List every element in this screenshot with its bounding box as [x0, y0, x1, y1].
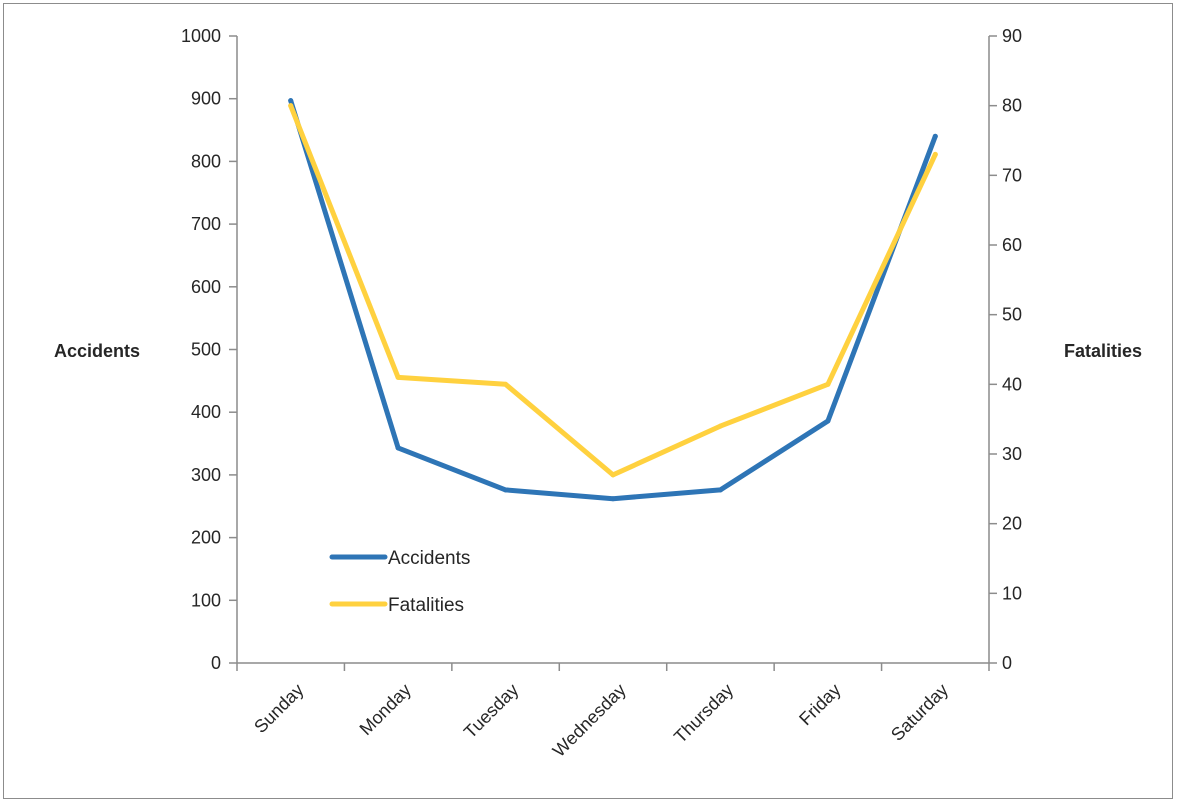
- legend: Accidents Fatalities: [329, 548, 470, 616]
- y-left-tick-label: 500: [191, 340, 221, 360]
- y-left-axis-title: Accidents: [54, 341, 140, 361]
- x-tick-label: Monday: [356, 680, 415, 739]
- data-point-fatalities: [932, 151, 938, 157]
- series-line-accidents: [288, 98, 938, 502]
- y-left-tick-label: 800: [191, 151, 221, 171]
- y-right-tick-label: 80: [1002, 96, 1022, 116]
- y-right-tick-label: 90: [1002, 26, 1022, 46]
- y-right-tick-label: 20: [1002, 514, 1022, 534]
- series-lines: [288, 98, 938, 502]
- data-point-accidents: [610, 496, 616, 502]
- y-left-tick-label: 100: [191, 590, 221, 610]
- data-point-fatalities: [503, 381, 509, 387]
- data-point-fatalities: [288, 103, 294, 109]
- x-tick-label: Sunday: [250, 680, 307, 737]
- data-point-accidents: [288, 98, 294, 104]
- x-tick-label: Saturday: [887, 680, 952, 745]
- x-tick-label: Thursday: [670, 680, 737, 747]
- y-right-tick-label: 30: [1002, 444, 1022, 464]
- y-right-tick-label: 60: [1002, 235, 1022, 255]
- y-right-tick-label: 40: [1002, 374, 1022, 394]
- data-point-fatalities: [717, 423, 723, 429]
- y-left-tick-label: 600: [191, 277, 221, 297]
- y-left-tick-label: 0: [211, 653, 221, 673]
- data-point-accidents: [395, 445, 401, 451]
- y-right-tick-label: 50: [1002, 305, 1022, 325]
- data-point-accidents: [717, 487, 723, 493]
- data-point-fatalities: [395, 374, 401, 380]
- chart-frame: [3, 3, 1173, 799]
- y-right-tick-label: 0: [1002, 653, 1012, 673]
- y-right-tick-label: 70: [1002, 165, 1022, 185]
- x-tick-label: Wednesday: [549, 680, 630, 761]
- y-left-tick-label: 300: [191, 465, 221, 485]
- legend-label-fatalities: Fatalities: [388, 595, 464, 616]
- x-tick-label: Tuesday: [460, 680, 522, 742]
- y-left-tick-label: 1000: [181, 26, 221, 46]
- y-left-tick-label: 700: [191, 214, 221, 234]
- data-point-fatalities: [610, 472, 616, 478]
- y-right-axis-title: Fatalities: [1064, 341, 1142, 361]
- data-point-accidents: [932, 133, 938, 139]
- y-left-tick-label: 200: [191, 528, 221, 548]
- data-point-accidents: [503, 487, 509, 493]
- y-left-tick-label: 400: [191, 402, 221, 422]
- y-right-tick-label: 10: [1002, 583, 1022, 603]
- data-point-fatalities: [825, 381, 831, 387]
- y-left-tick-label: 900: [191, 89, 221, 109]
- data-point-accidents: [825, 418, 831, 424]
- legend-label-accidents: Accidents: [388, 548, 470, 569]
- x-tick-label: Friday: [795, 680, 845, 730]
- axes: 0 100 200 300 400 500 600 700 800 900 1000 0 10 20 30 4…: [181, 26, 1022, 761]
